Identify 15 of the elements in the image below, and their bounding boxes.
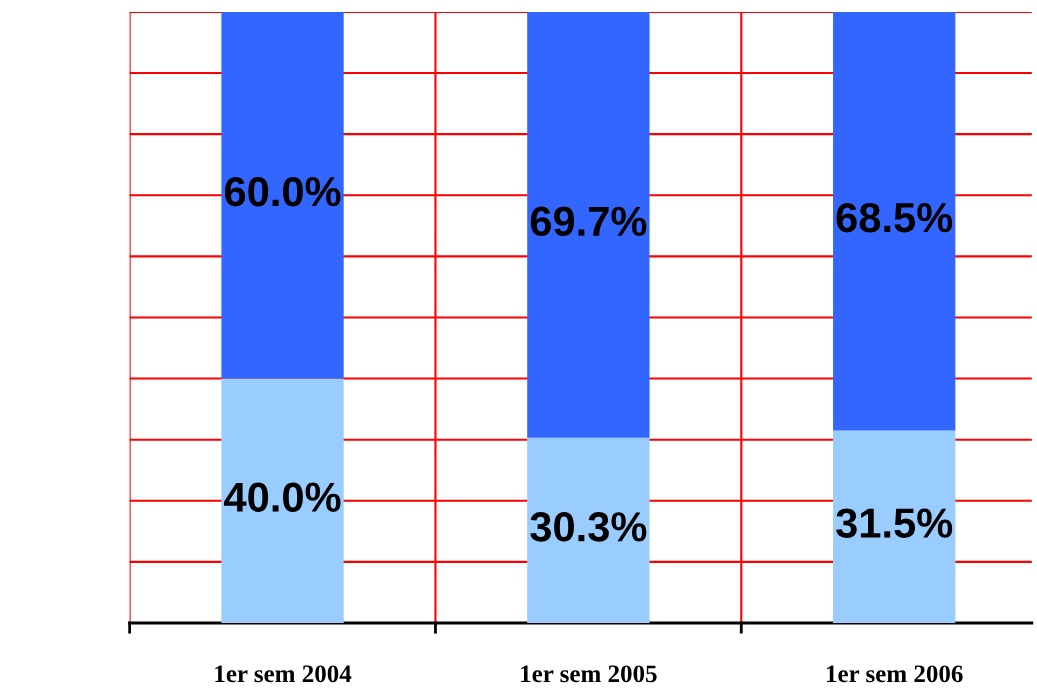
bar [221, 378, 344, 623]
x-tick-label: 1er sem 2005 [521, 665, 657, 683]
data-label: 60.0% [224, 176, 341, 207]
bar [221, 11, 344, 379]
x-tick-label: 1er sem 2004 [215, 665, 352, 683]
bar [833, 11, 956, 431]
data-label: 31.5% [836, 508, 953, 538]
data-label: 69.7% [530, 206, 647, 237]
bar [833, 430, 956, 623]
data-label: 30.3% [530, 512, 647, 542]
data-label: 68.5% [836, 202, 953, 233]
data-label: 40.0% [224, 482, 341, 512]
x-tick-label: 1er sem 2006 [826, 665, 963, 683]
bar [527, 11, 650, 438]
bar [527, 437, 650, 623]
